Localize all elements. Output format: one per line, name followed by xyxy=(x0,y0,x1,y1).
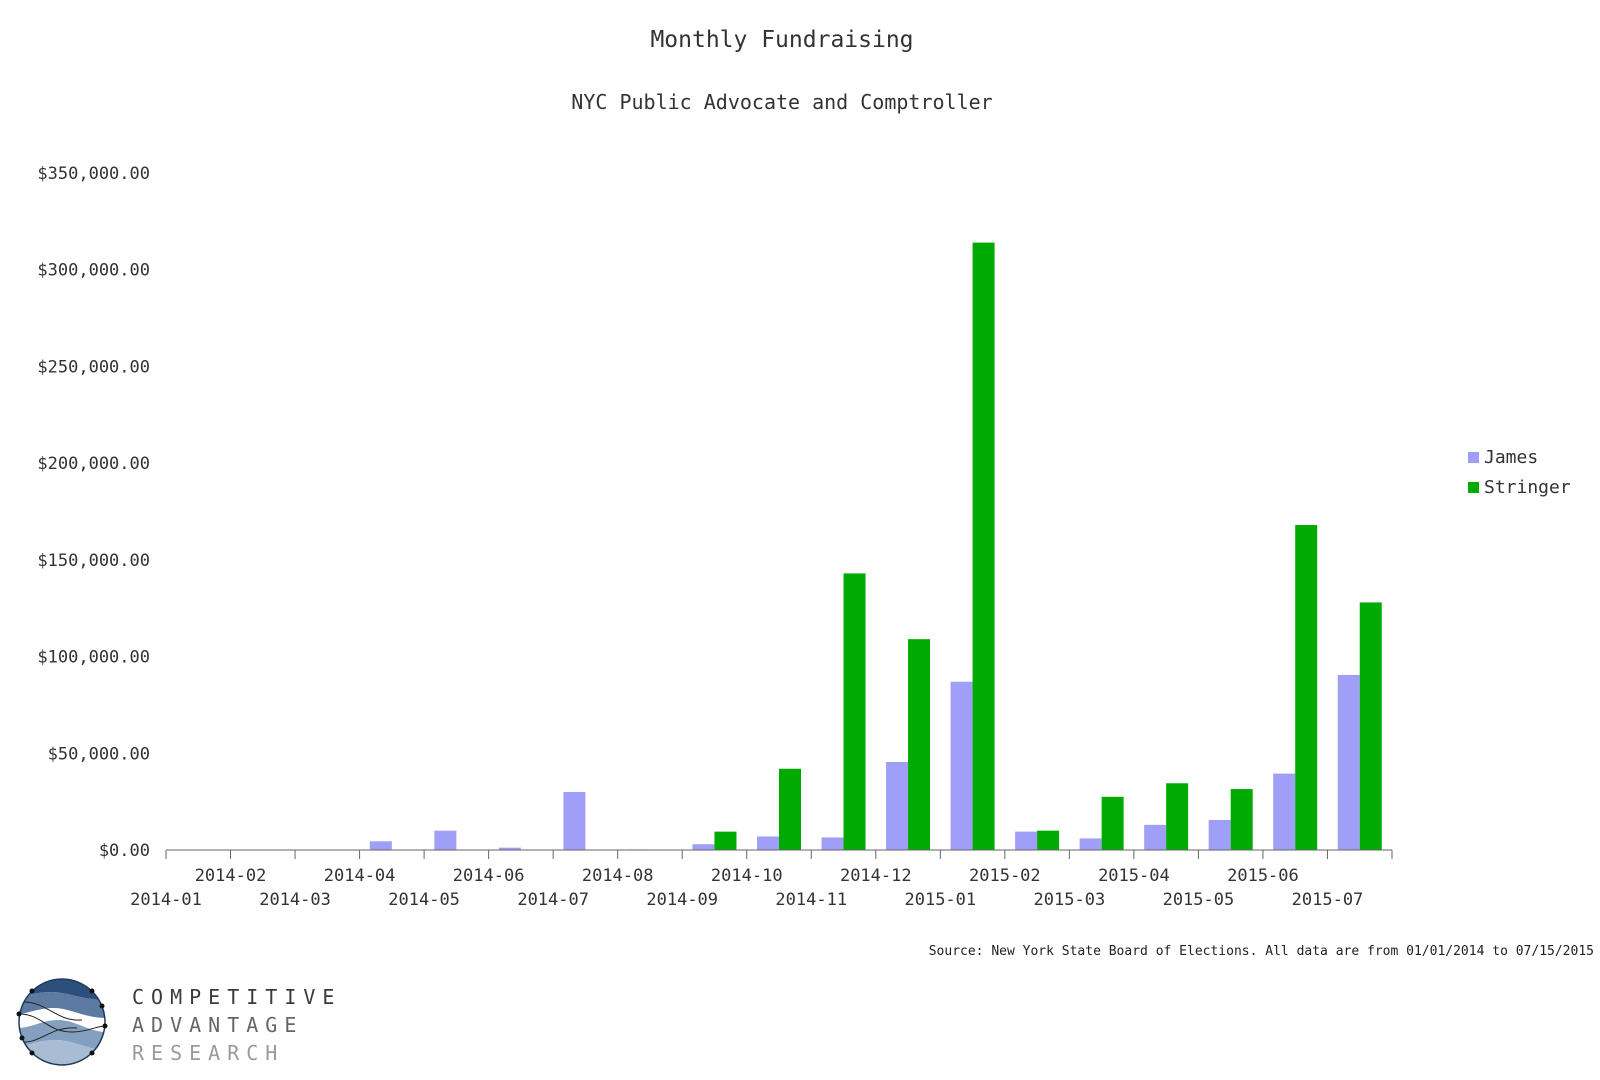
legend-swatch-james xyxy=(1468,452,1479,463)
legend-label-stringer: Stringer xyxy=(1484,477,1571,498)
y-tick-label: $50,000.00 xyxy=(48,744,150,764)
y-tick-label: $200,000.00 xyxy=(37,454,150,474)
brand-line-3: RESEARCH xyxy=(132,1041,284,1065)
y-tick-label: $250,000.00 xyxy=(37,357,150,377)
bar-stringer-2015-07 xyxy=(1359,602,1382,850)
bar-james-2014-06 xyxy=(498,847,521,850)
x-tick-label: 2014-09 xyxy=(646,890,718,910)
legend: James Stringer xyxy=(1468,447,1571,498)
bar-james-2015-07 xyxy=(1337,674,1360,850)
y-tick-label: $350,000.00 xyxy=(37,164,150,184)
bar-james-2014-10 xyxy=(757,836,779,850)
x-tick-label: 2014-03 xyxy=(259,890,331,910)
globe-wave-logo-icon xyxy=(16,978,108,1066)
bar-stringer-2015-06 xyxy=(1295,525,1318,850)
x-tick-label: 2015-05 xyxy=(1163,890,1235,910)
bar-stringer-2015-04 xyxy=(1166,783,1189,850)
bar-james-2015-04 xyxy=(1144,824,1167,850)
bar-james-2014-12 xyxy=(886,761,909,850)
x-tick-label: 2015-01 xyxy=(904,890,976,910)
y-axis: $0.00 $50,000.00 $100,000.00 $150,000.00 $20… xyxy=(37,164,150,861)
y-tick-label: $150,000.00 xyxy=(37,551,150,571)
legend-label-james: James xyxy=(1484,447,1538,468)
x-tick-label: 2014-05 xyxy=(388,890,460,910)
x-tick-label: 2015-06 xyxy=(1227,866,1299,886)
bar-james-2014-07 xyxy=(563,791,586,850)
bar-james-2015-03 xyxy=(1079,838,1102,850)
x-tick-label: 2014-11 xyxy=(775,890,847,910)
bar-stringer-2014-10 xyxy=(779,768,801,850)
x-tick-label: 2015-04 xyxy=(1098,866,1170,886)
bar-james-2014-09 xyxy=(692,844,715,850)
bar-stringer-2015-03 xyxy=(1101,796,1124,850)
bar-james-2014-04 xyxy=(369,841,392,850)
x-tick-label: 2015-07 xyxy=(1292,890,1364,910)
x-axis: 2014-01 2014-02 2014-03 2014-04 2014-05 2014-… xyxy=(130,849,1393,910)
chart-subtitle: NYC Public Advocate and Comptroller xyxy=(571,90,992,114)
bar-stringer-2014-11 xyxy=(843,573,866,850)
x-tick-label: 2014-08 xyxy=(582,866,654,886)
source-note: Source: New York State Board of Election… xyxy=(929,944,1594,959)
bar-james-2015-05 xyxy=(1208,820,1231,850)
x-tick-label: 2014-07 xyxy=(517,890,589,910)
x-tick-label: 2014-06 xyxy=(453,866,525,886)
bar-stringer-2015-01 xyxy=(972,242,995,851)
y-tick-label: $0.00 xyxy=(99,841,150,861)
x-tick-label: 2015-03 xyxy=(1034,890,1106,910)
bar-stringer-2015-05 xyxy=(1230,789,1253,850)
x-tick-label: 2014-02 xyxy=(195,866,267,886)
bar-stringer-2014-09 xyxy=(714,831,737,850)
legend-swatch-stringer xyxy=(1468,482,1479,493)
chart-title: Monthly Fundraising xyxy=(650,27,913,53)
bar-james-2015-02 xyxy=(1015,831,1038,850)
bars xyxy=(369,242,1382,851)
x-tick-label: 2014-10 xyxy=(711,866,783,886)
bar-stringer-2015-02 xyxy=(1037,830,1060,850)
brand-line-1: COMPETITIVE xyxy=(132,985,341,1009)
bar-stringer-2014-12 xyxy=(908,639,931,850)
y-tick-label: $300,000.00 xyxy=(37,261,150,281)
bar-james-2015-06 xyxy=(1273,773,1296,850)
bar-james-2014-05 xyxy=(434,830,457,850)
brand-line-2: ADVANTAGE xyxy=(132,1013,303,1037)
bar-james-2014-11 xyxy=(821,837,844,850)
x-tick-label: 2014-04 xyxy=(324,866,396,886)
x-tick-label: 2014-01 xyxy=(130,890,202,910)
bar-james-2015-01 xyxy=(950,681,973,850)
y-tick-label: $100,000.00 xyxy=(37,648,150,668)
x-tick-label: 2014-12 xyxy=(840,866,912,886)
x-tick-label: 2015-02 xyxy=(969,866,1041,886)
